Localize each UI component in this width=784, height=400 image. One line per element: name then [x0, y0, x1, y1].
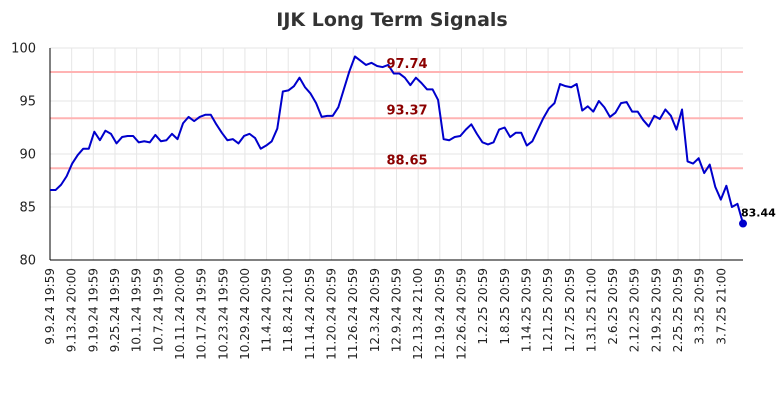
x-tick-label: 10.11.24 20:00 — [173, 268, 187, 360]
price-series — [50, 55, 747, 228]
x-tick-label: 11.14.24 20:59 — [303, 268, 317, 360]
price-line — [50, 55, 744, 224]
x-tick-label: 10.1.24 19:59 — [130, 268, 144, 352]
x-tick-label: 10.17.24 19:59 — [195, 268, 209, 360]
signal-lines — [50, 70, 743, 170]
x-tick-label: 1.2.25 20:59 — [476, 268, 490, 345]
last-point-marker — [739, 219, 747, 228]
signal-label: 88.65 — [386, 153, 427, 168]
x-tick-label: 1.14.25 20:59 — [519, 268, 533, 352]
x-tick-label: 2.25.25 20:59 — [671, 268, 685, 352]
y-tick-label: 80 — [19, 254, 36, 269]
x-tick-label: 9.9.24 19:59 — [43, 268, 57, 345]
x-tick-label: 11.4.24 20:59 — [260, 268, 274, 352]
chart-title: IJK Long Term Signals — [276, 9, 507, 31]
x-tick-label: 2.19.25 20:59 — [649, 268, 663, 352]
x-tick-labels: 9.9.24 19:59 9.13.24 20:00 9.19.24 19:59 9.… — [43, 268, 728, 360]
x-tick-label: 1.31.25 21:00 — [584, 268, 598, 352]
x-tick-label: 9.19.24 19:59 — [86, 268, 100, 352]
y-tick-label: 85 — [19, 201, 36, 216]
x-tick-label: 2.6.25 20:59 — [606, 268, 620, 345]
grid — [49, 47, 743, 261]
x-tick-label: 3.3.25 20:59 — [693, 268, 707, 345]
x-tick-label: 11.8.24 21:00 — [281, 268, 295, 352]
x-tick-label: 11.26.24 20:59 — [346, 268, 360, 360]
x-tick-label: 1.27.25 20:59 — [563, 268, 577, 352]
x-tick-label: 1.8.25 20:59 — [498, 268, 512, 345]
x-tick-label: 12.19.24 20:59 — [433, 268, 447, 360]
y-tick-label: 95 — [19, 95, 36, 110]
signal-labels: 97.74 93.37 88.65 83.44 — [386, 57, 776, 220]
signal-label: 93.37 — [386, 103, 427, 118]
x-tick-label: 10.29.24 20:00 — [238, 268, 252, 360]
x-tick-label: 9.25.24 19:59 — [108, 268, 122, 352]
y-tick-label: 90 — [19, 148, 36, 163]
x-tick-label: 12.3.24 20:59 — [368, 268, 382, 352]
x-tick-label: 12.26.24 20:59 — [454, 268, 468, 360]
y-tick-labels: 80 85 90 95 100 — [11, 42, 36, 269]
signal-label: 97.74 — [386, 57, 427, 72]
x-tick-label: 12.9.24 20:59 — [390, 268, 404, 352]
x-tick-label: 10.23.24 19:59 — [216, 268, 230, 360]
x-tick-label: 2.12.25 20:59 — [628, 268, 642, 352]
y-tick-label: 100 — [11, 42, 36, 57]
x-tick-label: 11.20.24 20:59 — [325, 268, 339, 360]
x-tick-label: 3.7.25 21:00 — [714, 268, 728, 345]
x-tick-label: 10.7.24 19:59 — [151, 268, 165, 352]
x-tick-label: 9.13.24 20:00 — [65, 268, 79, 352]
x-tick-label: 1.21.25 20:59 — [541, 268, 555, 352]
last-value-label: 83.44 — [741, 207, 776, 220]
axes — [49, 48, 743, 261]
x-tick-label: 12.13.24 21:00 — [411, 268, 425, 360]
